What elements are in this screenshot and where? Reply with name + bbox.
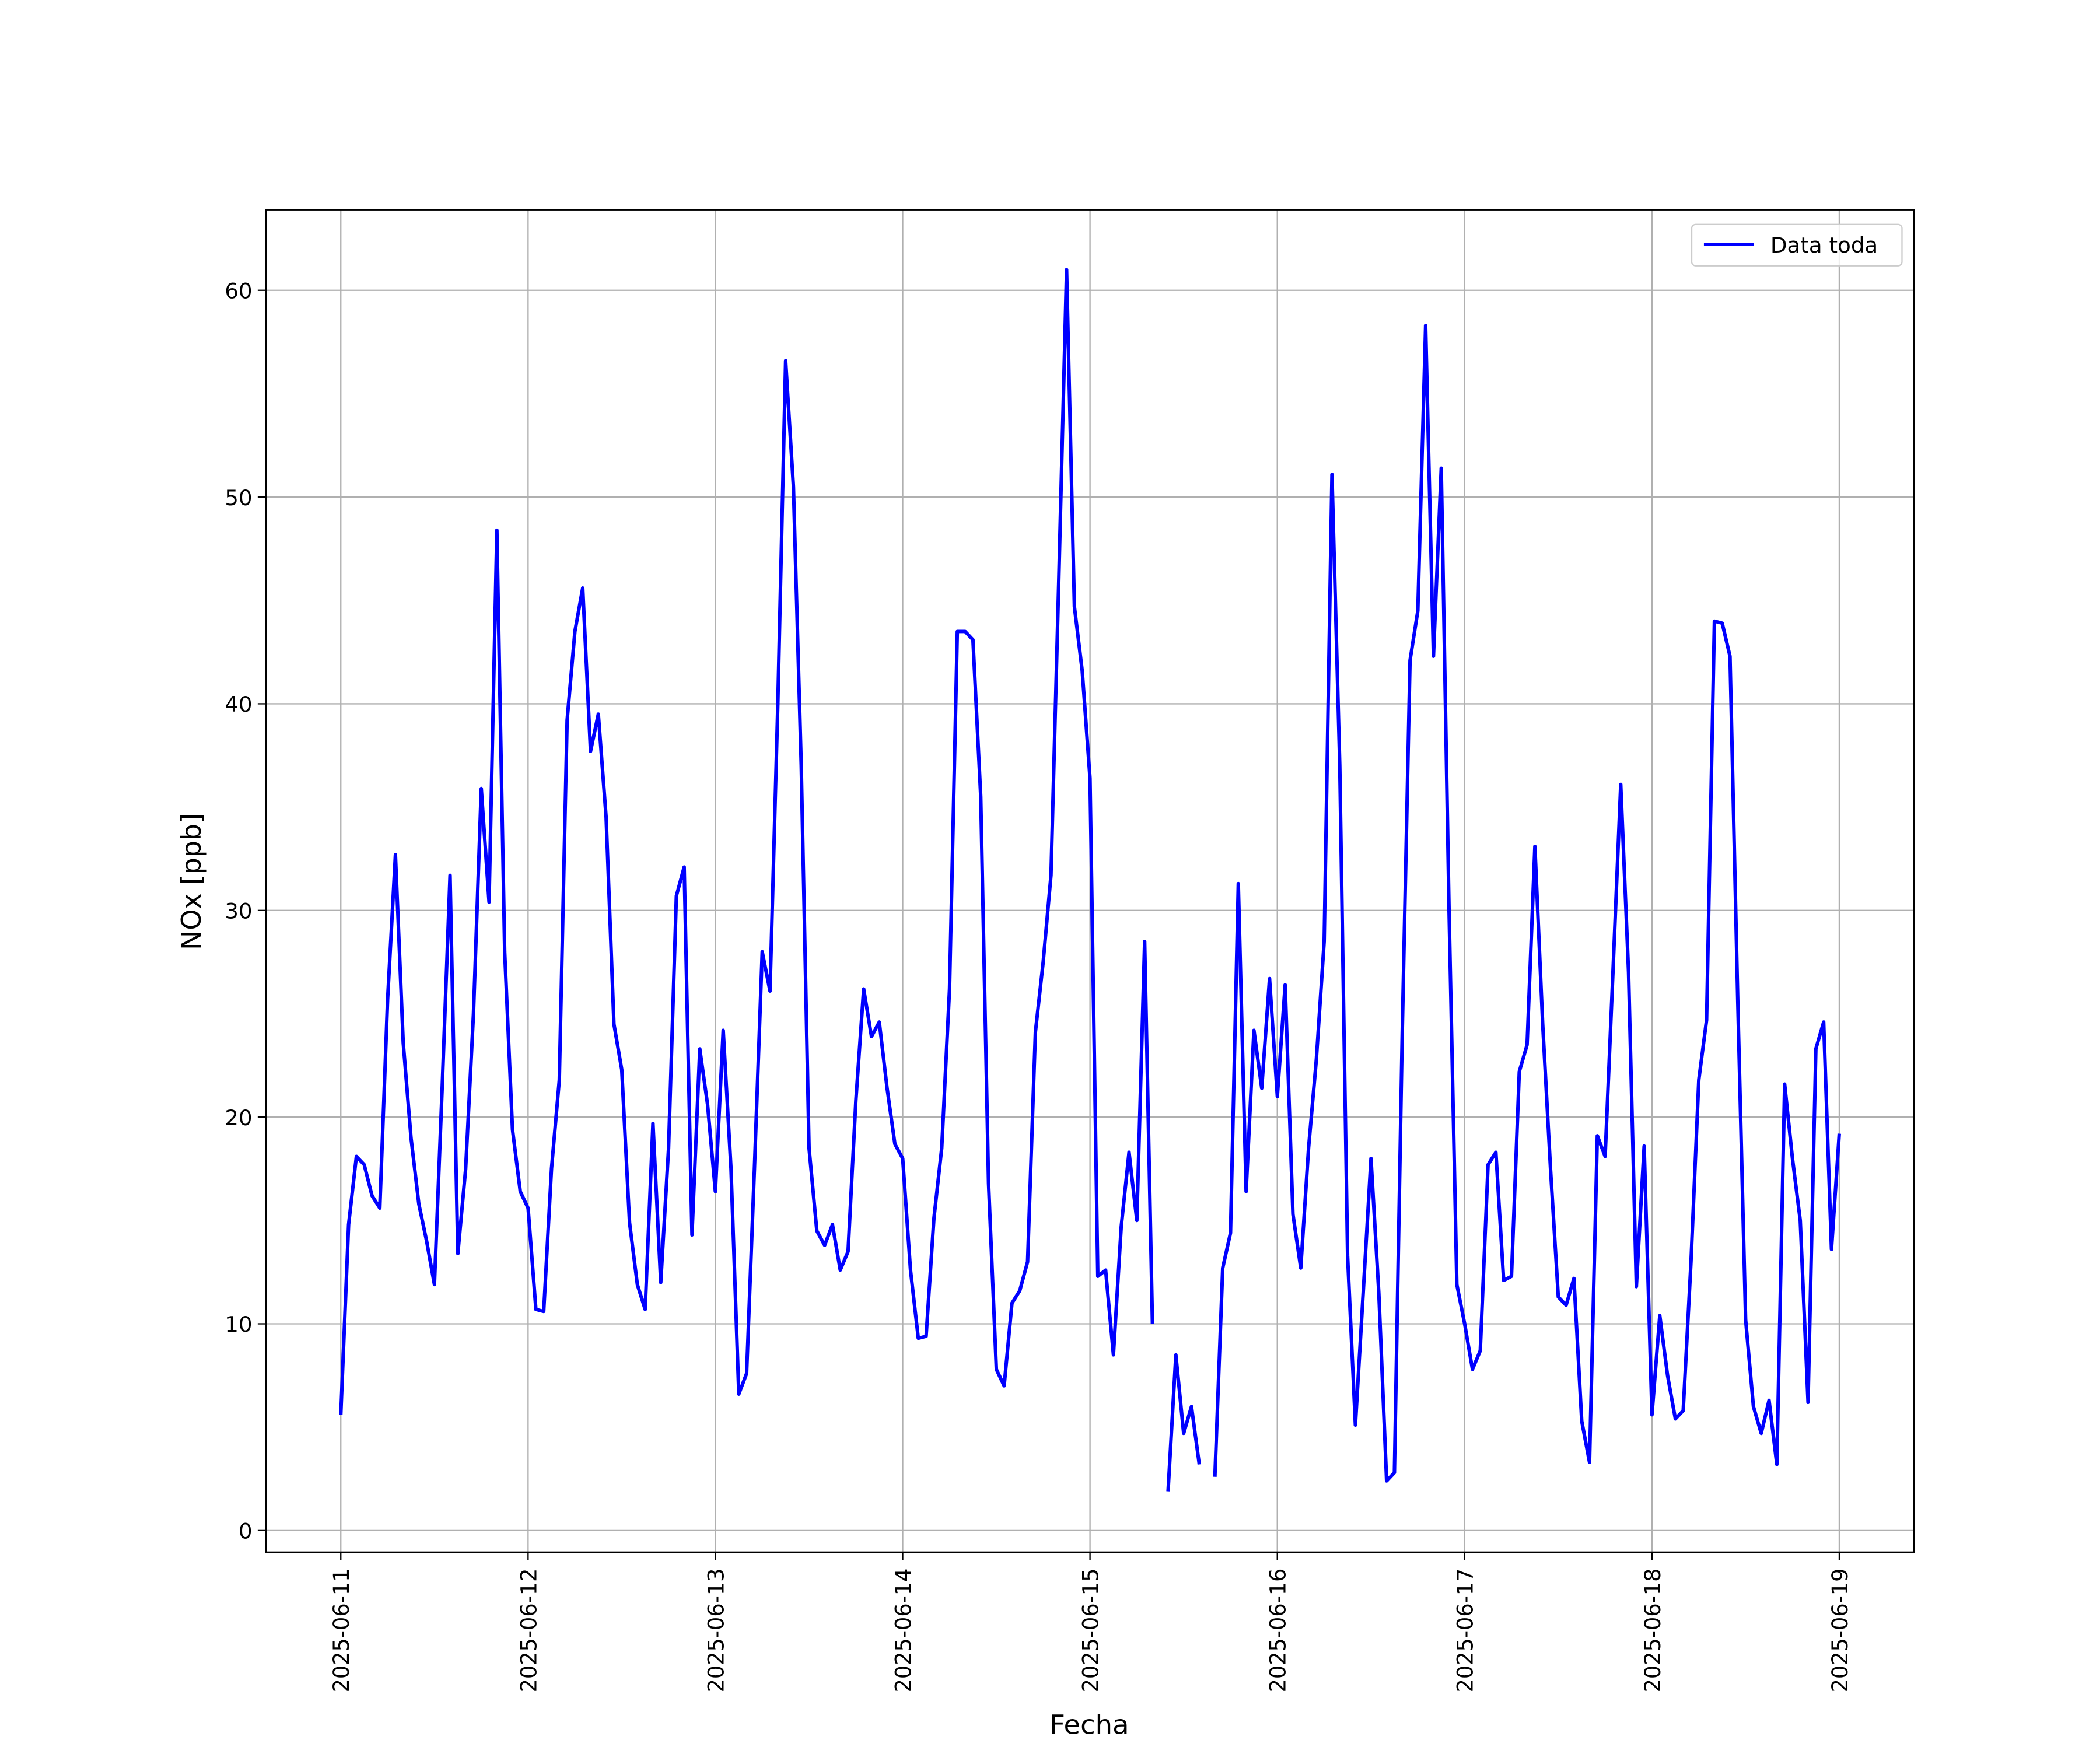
y-tick-label: 50 (225, 485, 252, 510)
x-tick-label: 2025-06-14 (891, 1569, 916, 1693)
x-tick-label: 2025-06-15 (1078, 1569, 1103, 1693)
y-axis-label: NOx [ppb] (176, 813, 207, 950)
legend: Data toda (1690, 223, 1903, 267)
y-tick-label: 0 (239, 1519, 253, 1544)
x-tick-label: 2025-06-12 (516, 1569, 541, 1693)
x-tick-label: 2025-06-13 (704, 1569, 729, 1693)
grid (265, 209, 1915, 1553)
x-tick-label: 2025-06-16 (1265, 1569, 1290, 1693)
legend-label: Data toda (1770, 233, 1878, 258)
x-tick-label: 2025-06-19 (1828, 1569, 1853, 1693)
x-axis-label: Fecha (1049, 1709, 1129, 1741)
x-tick-label: 2025-06-18 (1640, 1569, 1665, 1693)
y-tick-label: 30 (225, 899, 252, 924)
plot (339, 268, 1841, 1492)
ticks: 0 10 20 30 40 50 60 2025-06-11 2025-06-12 2025-06… (225, 279, 1853, 1693)
y-tick-label: 20 (225, 1105, 252, 1130)
x-tick-label: 2025-06-17 (1452, 1569, 1478, 1693)
x-tick-label: 2025-06-11 (329, 1569, 354, 1693)
data-line (339, 268, 1841, 1492)
y-tick-label: 10 (225, 1312, 252, 1338)
y-tick-label: 40 (225, 692, 252, 717)
y-tick-label: 60 (225, 279, 252, 304)
legend-box (1690, 223, 1903, 267)
